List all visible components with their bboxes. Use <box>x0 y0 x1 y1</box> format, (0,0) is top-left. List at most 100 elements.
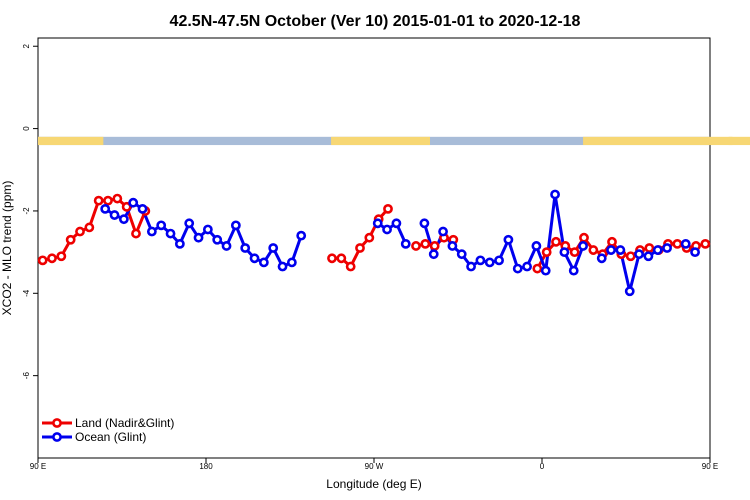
data-point <box>65 234 76 245</box>
data-point <box>522 261 532 272</box>
data-point <box>391 218 402 229</box>
data-point <box>607 236 617 247</box>
data-point <box>156 220 167 231</box>
data-point <box>400 238 411 249</box>
data-point <box>466 261 476 272</box>
data-point <box>296 230 307 241</box>
data-point <box>56 251 67 262</box>
x-tick-label: 0 <box>540 462 545 471</box>
data-point <box>75 226 85 237</box>
data-point <box>596 253 607 264</box>
y-tick-label: -6 <box>22 372 31 380</box>
data-point <box>494 255 504 266</box>
data-point <box>286 257 297 268</box>
data-point <box>137 203 148 214</box>
data-point <box>268 243 279 253</box>
chart-title: 42.5N-47.5N October (Ver 10) 2015-01-01 … <box>170 13 581 30</box>
data-point <box>165 228 176 239</box>
x-tick-label: 180 <box>199 462 213 471</box>
x-tick-label: 90 E <box>30 462 46 471</box>
data-point <box>606 245 616 255</box>
legend-marker <box>52 418 62 428</box>
data-point <box>559 247 570 258</box>
data-point <box>419 218 430 229</box>
data-point <box>680 238 691 249</box>
data-point <box>240 243 251 253</box>
y-axis: 2 0 -2 -4 -6 <box>22 43 38 379</box>
data-point <box>672 238 683 249</box>
y-tick-label: 2 <box>22 43 31 48</box>
data-point <box>345 261 356 272</box>
data-point <box>174 238 185 249</box>
data-point <box>615 245 626 255</box>
y-tick-label: -2 <box>22 207 31 215</box>
data-point <box>364 232 375 243</box>
data-point <box>428 249 439 260</box>
legend-marker <box>52 432 62 442</box>
data-point <box>690 247 700 258</box>
data-point <box>475 255 486 266</box>
data-point <box>193 232 204 243</box>
data-point <box>336 253 347 264</box>
series-points <box>37 189 711 297</box>
data-point <box>131 228 141 239</box>
data-point <box>372 218 383 229</box>
data-point <box>37 255 48 266</box>
data-point <box>128 197 139 208</box>
data-point <box>212 234 223 245</box>
y-axis-label: XCO2 - MLO trend (ppm) <box>0 181 14 316</box>
data-point <box>634 249 644 260</box>
data-point <box>625 251 636 262</box>
data-point <box>569 247 580 258</box>
data-point <box>249 253 260 264</box>
data-point <box>221 241 232 251</box>
data-point <box>531 241 542 251</box>
data-point <box>550 189 560 200</box>
data-point <box>512 263 523 274</box>
data-point <box>447 241 458 251</box>
x-axis-label: Longitude (deg E) <box>326 477 421 491</box>
data-point <box>355 243 365 253</box>
data-point <box>118 214 129 225</box>
y-tick-label: 0 <box>22 126 31 131</box>
x-axis: 90 E 180 90 W 0 90 E <box>30 458 718 471</box>
x-tick-label: 90 W <box>365 462 384 471</box>
data-point <box>383 203 393 214</box>
series-line <box>376 221 408 245</box>
data-point <box>146 226 157 237</box>
data-point <box>652 245 663 255</box>
data-point <box>644 243 655 253</box>
data-point <box>438 226 448 237</box>
y-tick-label: -4 <box>22 289 31 297</box>
data-point <box>456 249 467 260</box>
land-band <box>38 136 104 146</box>
data-point <box>230 220 241 231</box>
data-point <box>578 241 588 251</box>
data-point <box>327 253 337 264</box>
data-point <box>121 201 132 212</box>
data-point <box>103 195 113 206</box>
x-tick-label: 90 E <box>702 462 718 471</box>
data-point <box>93 195 104 206</box>
land-band <box>583 136 733 146</box>
data-point <box>202 224 213 235</box>
data-point <box>420 238 431 249</box>
landmask-band <box>38 136 750 146</box>
data-point <box>568 265 579 276</box>
series-line <box>104 201 303 269</box>
data-point <box>84 222 95 233</box>
legend: Land (Nadir&Glint)Ocean (Glint) <box>42 416 174 444</box>
data-point <box>643 251 654 262</box>
data-point <box>532 263 543 274</box>
data-point <box>277 261 288 272</box>
data-point <box>540 265 551 276</box>
data-point <box>112 193 123 204</box>
data-point <box>551 236 561 247</box>
land-band <box>331 136 430 146</box>
data-point <box>429 241 440 251</box>
data-point <box>624 286 635 297</box>
data-point <box>47 253 57 264</box>
data-point <box>662 243 672 253</box>
data-point <box>258 257 269 268</box>
